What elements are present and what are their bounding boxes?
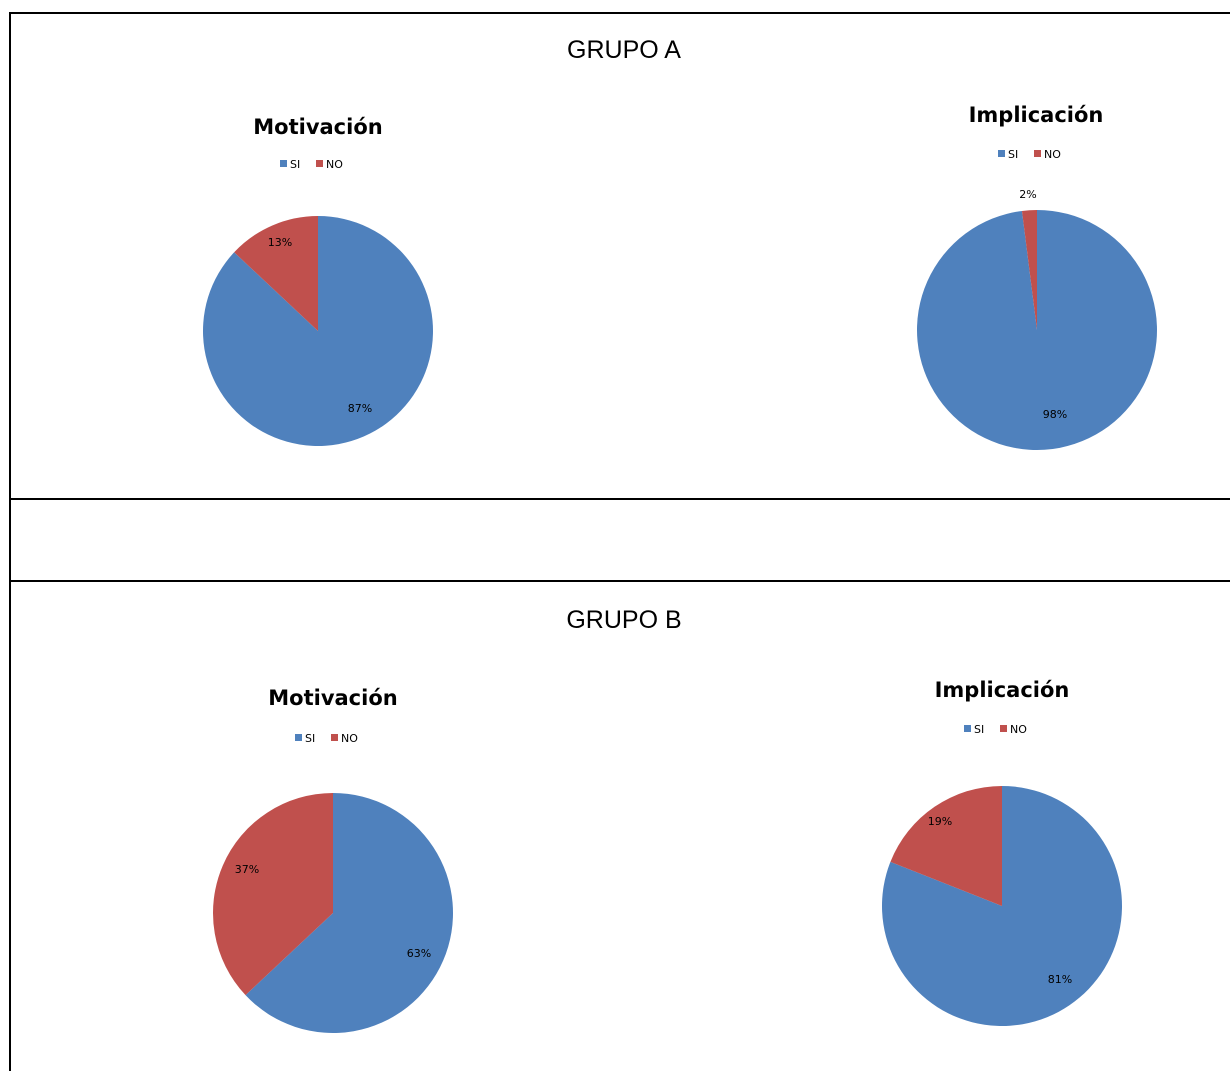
pie-slice-no bbox=[1021, 210, 1037, 330]
legend-swatch-si bbox=[998, 150, 1005, 157]
border-divider-1 bbox=[9, 498, 1230, 500]
pie-chart-1: Motivación SI NO 87% 13% bbox=[202, 115, 433, 446]
chart-title: Motivación bbox=[253, 115, 382, 139]
data-label-si: 81% bbox=[1048, 973, 1072, 986]
pie-chart-4: Implicación SI NO 81% 19% bbox=[882, 678, 1123, 1026]
data-label-no: 19% bbox=[928, 815, 952, 828]
legend-label-si: SI bbox=[974, 723, 984, 736]
legend-label-no: NO bbox=[326, 158, 343, 171]
data-label-si: 63% bbox=[407, 947, 431, 960]
legend-label-no: NO bbox=[1044, 148, 1061, 161]
legend-swatch-no bbox=[1000, 725, 1007, 732]
pie-slice-si bbox=[882, 785, 1123, 1026]
chart-title: Implicación bbox=[935, 678, 1070, 702]
chart-title: Motivación bbox=[268, 686, 397, 710]
section-title-grupo-b: GRUPO B bbox=[566, 606, 682, 634]
pie-slice-si bbox=[245, 793, 453, 1033]
pie-slice-no bbox=[212, 793, 333, 996]
legend-swatch-si bbox=[280, 160, 287, 167]
pie-chart-3: Motivación SI NO 63% 37% bbox=[212, 686, 453, 1033]
border-left bbox=[9, 12, 11, 1071]
pie-chart-2: Implicación SI NO 98% 2% bbox=[917, 103, 1158, 450]
legend-label-no: NO bbox=[341, 732, 358, 745]
pie-slice-no bbox=[234, 216, 318, 331]
legend-swatch-no bbox=[1034, 150, 1041, 157]
data-label-si: 87% bbox=[348, 402, 372, 415]
data-label-si: 98% bbox=[1043, 408, 1067, 421]
border-top bbox=[9, 12, 1230, 14]
legend-swatch-no bbox=[316, 160, 323, 167]
pie-slice-no bbox=[890, 786, 1002, 906]
chart-title: Implicación bbox=[969, 103, 1104, 127]
legend-label-si: SI bbox=[290, 158, 300, 171]
legend-label-si: SI bbox=[305, 732, 315, 745]
legend-label-no: NO bbox=[1010, 723, 1027, 736]
pie-slice-si bbox=[917, 210, 1158, 450]
border-divider-2 bbox=[9, 580, 1230, 582]
legend-swatch-no bbox=[331, 734, 338, 741]
data-label-no: 37% bbox=[235, 863, 259, 876]
legend-swatch-si bbox=[295, 734, 302, 741]
section-title-grupo-a: GRUPO A bbox=[567, 36, 681, 64]
data-label-no: 2% bbox=[1019, 188, 1036, 201]
legend-label-si: SI bbox=[1008, 148, 1018, 161]
legend-swatch-si bbox=[964, 725, 971, 732]
data-label-no: 13% bbox=[268, 236, 292, 249]
